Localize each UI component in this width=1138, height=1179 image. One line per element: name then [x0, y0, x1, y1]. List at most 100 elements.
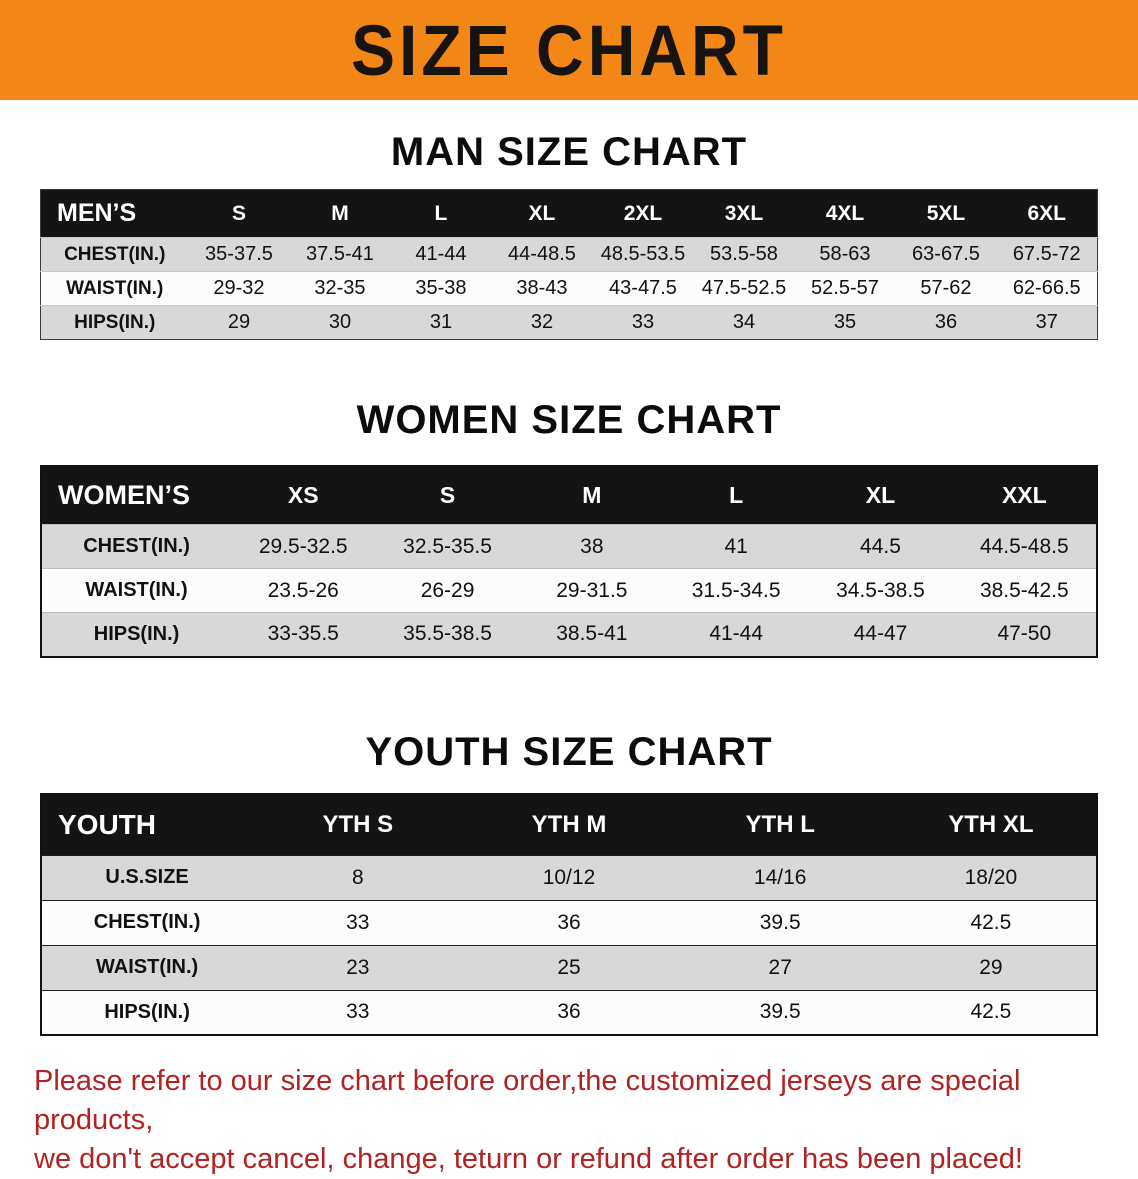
value-cell: 31.5-34.5: [691, 578, 781, 602]
value-cell: 29: [979, 955, 1003, 979]
table-row: CHEST(IN.) 35-37.5 37.5-41 41-44 44-48.5 48.5…: [40, 237, 1098, 272]
row-label-cell: WAIST(IN.): [95, 956, 199, 978]
value-cell: 39.5: [759, 1000, 801, 1024]
value-cell: 48.5-53.5: [600, 243, 686, 265]
table-title-cell: YOUTH: [41, 793, 253, 855]
value-cell: 39.5: [759, 910, 801, 934]
size-header-cell: 6XL: [996, 189, 1098, 238]
size-header-cell: XL: [491, 189, 593, 238]
value-cell: 33: [346, 1000, 370, 1024]
row-label-cell: HIPS(IN.): [104, 1000, 190, 1023]
value-cell: 10/12: [542, 865, 596, 889]
size-header-cell: YTH S: [252, 793, 464, 855]
row-label-cell: HIPS(IN.): [74, 311, 156, 333]
value-cell: 44.5-48.5: [979, 534, 1069, 558]
value-cell: 38-43: [516, 277, 568, 299]
size-header-cell: M: [289, 189, 391, 238]
value-cell: 35: [833, 311, 857, 333]
table-row: HIPS(IN.) 29 30 31 32 33 34 35 36 37: [40, 305, 1098, 340]
table-title-cell: WOMEN’S: [41, 466, 232, 525]
value-cell: 57-62: [920, 277, 972, 299]
value-cell: 14/16: [753, 865, 807, 889]
table-header-row: MEN’S S M L XL 2XL 3XL 4XL 5XL 6XL: [40, 189, 1098, 238]
value-cell: 53.5-58: [710, 243, 778, 265]
row-label-cell: CHEST(IN.): [83, 535, 190, 557]
table-row: CHEST(IN.) 29.5-32.5 32.5-35.5 38 41 44.5 44.5…: [41, 524, 1097, 569]
value-cell: 25: [557, 955, 581, 979]
size-header-cell: 3XL: [693, 189, 795, 238]
value-cell: 31: [429, 311, 453, 333]
disclaimer-line-2: we don't accept cancel, change, teturn o…: [34, 1143, 1023, 1176]
value-cell: 26-29: [420, 578, 475, 602]
value-cell: 23: [346, 955, 370, 979]
value-cell: 41: [724, 534, 748, 558]
size-header-cell: YTH L: [674, 793, 886, 855]
men-size-table: MEN’S S M L XL 2XL 3XL 4XL 5XL 6XL CHEST(IN.) 35-37…: [40, 189, 1098, 340]
value-cell: 34.5-38.5: [836, 578, 925, 602]
size-header-cell: 5XL: [895, 189, 997, 238]
size-header-cell: S: [188, 189, 290, 238]
youth-section: YOUTH SIZE CHART YOUTH YTH S YTH M YTH L YTH…: [0, 729, 1138, 1036]
women-section-heading: WOMEN SIZE CHART: [356, 398, 782, 442]
table-row: HIPS(IN.) 33 36 39.5 42.5: [41, 990, 1097, 1035]
value-cell: 42.5: [970, 910, 1012, 934]
table-header-row: WOMEN’S XS S M L XL XXL: [41, 466, 1097, 525]
value-cell: 36: [557, 1000, 581, 1024]
row-label-cell: WAIST(IN.): [85, 579, 188, 601]
size-header-cell: L: [390, 189, 492, 238]
table-row: WAIST(IN.) 23 25 27 29: [41, 945, 1097, 990]
size-header-cell: S: [375, 466, 520, 525]
banner: SIZE CHART: [0, 0, 1138, 100]
table-row: U.S.SIZE 8 10/12 14/16 18/20: [41, 855, 1097, 900]
table-row: CHEST(IN.) 33 36 39.5 42.5: [41, 900, 1097, 945]
youth-section-heading: YOUTH SIZE CHART: [365, 729, 773, 774]
table-title-cell: MEN’S: [40, 189, 189, 238]
disclaimer-line-1: Please refer to our size chart before or…: [34, 1065, 1021, 1137]
value-cell: 44.5: [860, 534, 901, 558]
women-section: WOMEN SIZE CHART WOMEN’S XS S M L XL XXL CHEST(…: [0, 398, 1138, 658]
value-cell: 32.5-35.5: [403, 534, 492, 558]
size-header-cell: XXL: [952, 466, 1097, 525]
value-cell: 37: [1035, 311, 1058, 333]
table-row: HIPS(IN.) 33-35.5 35.5-38.5 38.5-41 41-44 44-…: [41, 612, 1097, 657]
size-header-cell: YTH M: [463, 793, 675, 855]
value-cell: 35-38: [415, 277, 467, 299]
value-cell: 47-50: [997, 622, 1052, 646]
value-cell: 38.5-41: [556, 622, 628, 646]
size-header-cell: 4XL: [794, 189, 896, 238]
value-cell: 42.5: [970, 1000, 1012, 1024]
value-cell: 47.5-52.5: [701, 277, 787, 299]
value-cell: 36: [557, 910, 581, 934]
row-label-cell: CHEST(IN.): [64, 243, 166, 265]
youth-size-table: YOUTH YTH S YTH M YTH L YTH XL U.S.SIZE 8 10/12…: [40, 792, 1098, 1036]
value-cell: 32: [530, 311, 554, 333]
value-cell: 41-44: [709, 622, 764, 646]
value-cell: 33: [631, 311, 655, 333]
value-cell: 29-32: [213, 277, 265, 299]
size-header-cell: XS: [231, 466, 376, 525]
value-cell: 34: [732, 311, 756, 333]
value-cell: 33: [346, 910, 370, 934]
size-header-cell: 2XL: [592, 189, 694, 238]
value-cell: 44-47: [853, 622, 908, 646]
row-label-cell: U.S.SIZE: [105, 866, 189, 888]
row-label-cell: HIPS(IN.): [93, 622, 180, 645]
value-cell: 58-63: [819, 243, 871, 265]
table-header-row: YOUTH YTH S YTH M YTH L YTH XL: [41, 793, 1097, 855]
value-cell: 35.5-38.5: [403, 622, 492, 646]
value-cell: 63-67.5: [912, 243, 980, 265]
value-cell: 29.5-32.5: [258, 534, 348, 558]
value-cell: 38: [580, 534, 604, 558]
value-cell: 52.5-57: [811, 277, 879, 299]
value-cell: 62-66.5: [1012, 277, 1081, 299]
value-cell: 36: [934, 311, 958, 333]
size-header-cell: XL: [808, 466, 953, 525]
row-label-cell: CHEST(IN.): [93, 911, 201, 933]
value-cell: 41-44: [415, 243, 467, 265]
table-row: WAIST(IN.) 23.5-26 26-29 29-31.5 31.5-34.5 34…: [41, 568, 1097, 613]
value-cell: 32-35: [314, 277, 366, 299]
value-cell: 33-35.5: [267, 622, 339, 646]
size-header-cell: YTH XL: [885, 793, 1097, 855]
size-header-cell: L: [664, 466, 809, 525]
